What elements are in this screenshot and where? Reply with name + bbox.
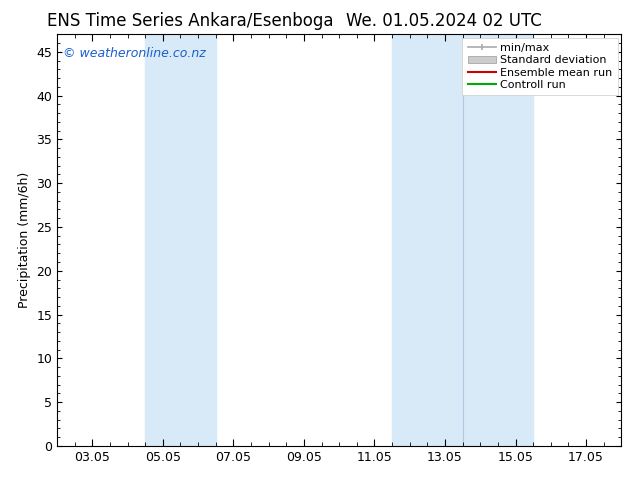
Legend: min/max, Standard deviation, Ensemble mean run, Controll run: min/max, Standard deviation, Ensemble me… [462,38,618,96]
Text: We. 01.05.2024 02 UTC: We. 01.05.2024 02 UTC [346,12,541,30]
Bar [145,34,216,446]
Bar [392,34,463,446]
Text: ENS Time Series Ankara/Esenboga: ENS Time Series Ankara/Esenboga [47,12,333,30]
Y-axis label: Precipitation (mm/6h): Precipitation (mm/6h) [18,172,31,308]
Text: © weatheronline.co.nz: © weatheronline.co.nz [63,47,205,60]
Bar [463,34,533,446]
